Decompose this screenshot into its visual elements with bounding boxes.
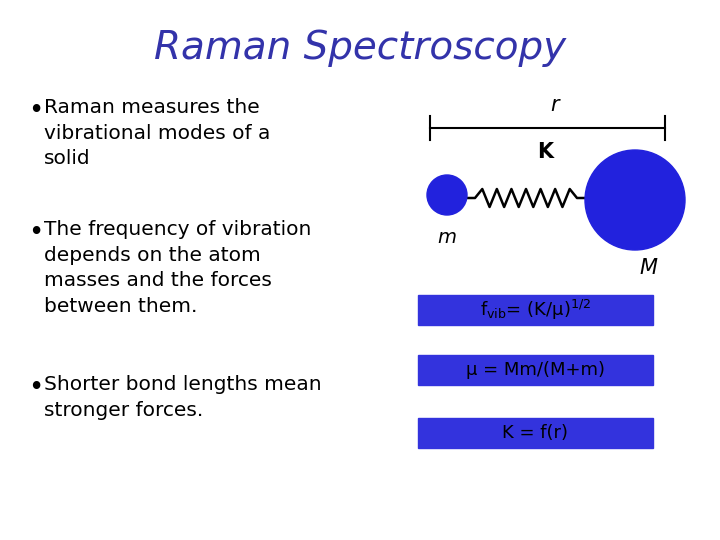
Text: Shorter bond lengths mean
stronger forces.: Shorter bond lengths mean stronger force…	[44, 375, 322, 420]
Text: μ = Mm/(M+m): μ = Mm/(M+m)	[466, 361, 605, 379]
Text: •: •	[28, 220, 43, 246]
Text: The frequency of vibration
depends on the atom
masses and the forces
between the: The frequency of vibration depends on th…	[44, 220, 311, 316]
Bar	[418, 355, 653, 385]
Text: M: M	[639, 258, 657, 278]
Text: Raman measures the
vibrational modes of a
solid: Raman measures the vibrational modes of …	[44, 98, 271, 168]
Circle shape	[427, 175, 467, 215]
Bar	[418, 295, 653, 325]
Text: K: K	[537, 142, 553, 162]
Text: m: m	[438, 228, 456, 247]
Circle shape	[585, 150, 685, 250]
Text: f$_{\mathregular{vib}}$= (K/μ)$^{\mathregular{1/2}}$: f$_{\mathregular{vib}}$= (K/μ)$^{\mathre…	[480, 298, 591, 322]
Text: •: •	[28, 98, 43, 124]
Text: K = f(r): K = f(r)	[503, 424, 569, 442]
Text: •: •	[28, 375, 43, 401]
Text: Raman Spectroscopy: Raman Spectroscopy	[154, 29, 566, 67]
Bar	[418, 418, 653, 448]
Text: r: r	[551, 95, 559, 115]
